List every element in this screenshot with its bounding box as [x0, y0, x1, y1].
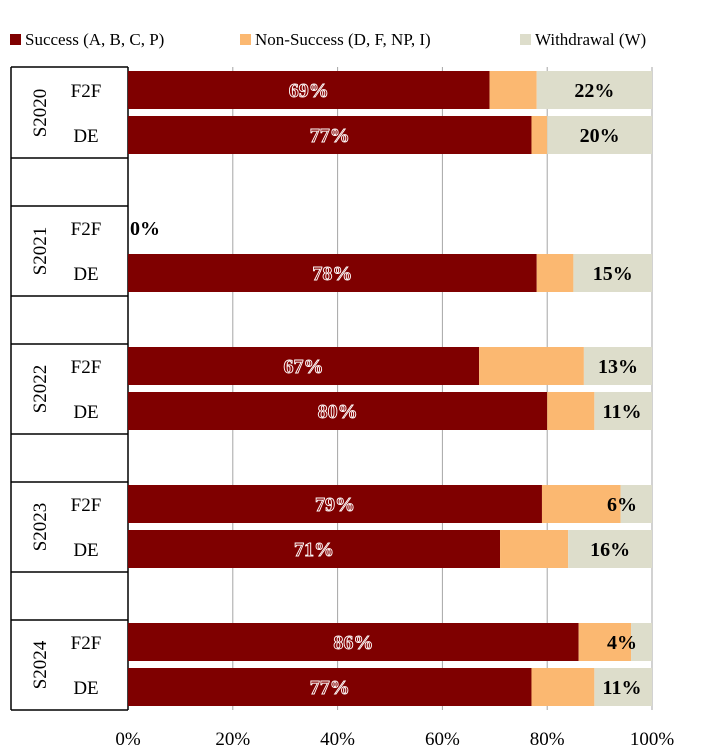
- data-label-s2024-de-withdrawal: 11%: [603, 677, 642, 699]
- bar-s2024-f2f-non-success: [578, 623, 632, 661]
- category-label-s2023-de: DE: [73, 540, 98, 561]
- data-label-s2024-de-success: 77%: [310, 677, 350, 699]
- legend: Success (A, B, C, P) Non-Success (D, F, N…: [10, 30, 646, 49]
- bar-s2022-de-withdrawal: [594, 392, 652, 430]
- bar-s2023-de-success: [128, 530, 501, 568]
- bar-s2021-de-non-success: [536, 254, 574, 292]
- data-label-s2023-de-withdrawal: 16%: [590, 539, 630, 561]
- category-label-s2023-f2f: F2F: [71, 495, 102, 516]
- x-tick-1: 20%: [215, 729, 250, 750]
- data-label-s2024-f2f-withdrawal: 4%: [607, 632, 637, 654]
- bar-s2023-f2f-success: [128, 485, 542, 523]
- bar-s2024-f2f-withdrawal: [631, 623, 652, 661]
- bar-s2022-de-non-success: [547, 392, 595, 430]
- group-label-s2024: S2024: [30, 640, 51, 689]
- category-label-s2024-de: DE: [73, 678, 98, 699]
- legend-swatch-2: [240, 34, 251, 45]
- data-label-s2023-de-success: 71%: [294, 539, 334, 561]
- bar-s2020-f2f-non-success: [489, 71, 537, 109]
- data-label-s2020-f2f-withdrawal: 22%: [574, 80, 614, 102]
- data-label-s2022-f2f-success: 67%: [284, 356, 324, 378]
- data-labels: 69% 22% 77% 20% 0% 78% 15% 67% 13% 80% 11% 79% 6% 71%…: [130, 80, 642, 700]
- bar-s2022-f2f-non-success: [479, 347, 584, 385]
- data-label-s2020-f2f-success: 69%: [289, 80, 329, 102]
- category-label-s2024-f2f: F2F: [71, 633, 102, 654]
- bar-s2023-f2f-non-success: [541, 485, 621, 523]
- x-axis-ticks: 0% 20% 40% 60% 80% 100%: [115, 729, 674, 750]
- category-label-s2022-de: DE: [73, 402, 98, 423]
- bars: [128, 71, 652, 706]
- group-label-s2021: S2021: [30, 227, 51, 276]
- bar-s2021-de-success: [128, 254, 537, 292]
- category-label-s2022-f2f: F2F: [71, 357, 102, 378]
- bar-s2024-f2f-success: [128, 623, 579, 661]
- bar-s2020-de-withdrawal: [547, 116, 652, 154]
- data-label-s2021-f2f-success: 0%: [130, 218, 160, 240]
- bar-s2023-de-withdrawal: [568, 530, 652, 568]
- bar-s2022-de-success: [128, 392, 548, 430]
- x-tick-5: 100%: [630, 729, 675, 750]
- bar-s2020-de-success: [128, 116, 532, 154]
- bar-s2023-f2f-withdrawal: [620, 485, 652, 523]
- x-tick-2: 40%: [320, 729, 355, 750]
- data-label-s2022-f2f-withdrawal: 13%: [598, 356, 638, 378]
- data-label-s2021-de-success: 78%: [312, 263, 352, 285]
- bar-s2020-f2f-success: [128, 71, 490, 109]
- group-label-s2020: S2020: [30, 89, 51, 138]
- data-label-s2023-f2f-success: 79%: [315, 494, 355, 516]
- group-label-s2022: S2022: [30, 365, 51, 414]
- bar-s2022-f2f-success: [128, 347, 480, 385]
- x-tick-4: 80%: [530, 729, 565, 750]
- x-tick-0: 0%: [115, 729, 141, 750]
- group-label-s2023: S2023: [30, 503, 51, 552]
- category-label-s2020-f2f: F2F: [71, 81, 102, 102]
- legend-swatch-1: [10, 34, 21, 45]
- category-labels: S2020 F2F DE S2021 F2F DE S2022 F2F DE S2023 F2F DE…: [30, 81, 101, 699]
- bar-s2020-de-non-success: [531, 116, 548, 154]
- gridlines: [127, 67, 653, 710]
- category-label-s2020-de: DE: [73, 126, 98, 147]
- data-label-s2020-de-withdrawal: 20%: [580, 125, 620, 147]
- category-frame: [10, 66, 129, 711]
- x-tick-3: 60%: [425, 729, 460, 750]
- legend-label-2: Non-Success (D, F, NP, I): [255, 30, 431, 49]
- legend-swatch-3: [520, 34, 531, 45]
- data-label-s2023-f2f-withdrawal: 6%: [607, 494, 637, 516]
- data-label-s2021-de-withdrawal: 15%: [593, 263, 633, 285]
- data-label-s2024-f2f-success: 86%: [333, 632, 373, 654]
- bar-s2024-de-withdrawal: [594, 668, 652, 706]
- bar-s2020-f2f-withdrawal: [536, 71, 652, 109]
- data-label-s2022-de-success: 80%: [318, 401, 358, 423]
- category-label-s2021-de: DE: [73, 264, 98, 285]
- legend-label-1: Success (A, B, C, P): [25, 30, 164, 49]
- category-label-s2021-f2f: F2F: [71, 219, 102, 240]
- bar-s2024-de-success: [128, 668, 532, 706]
- data-label-s2022-de-withdrawal: 11%: [603, 401, 642, 423]
- bar-s2023-de-non-success: [500, 530, 569, 568]
- bar-s2021-de-withdrawal: [573, 254, 652, 292]
- bar-s2024-de-non-success: [531, 668, 595, 706]
- bar-s2022-f2f-withdrawal: [583, 347, 652, 385]
- data-label-s2020-de-success: 77%: [310, 125, 350, 147]
- legend-label-3: Withdrawal (W): [535, 30, 646, 49]
